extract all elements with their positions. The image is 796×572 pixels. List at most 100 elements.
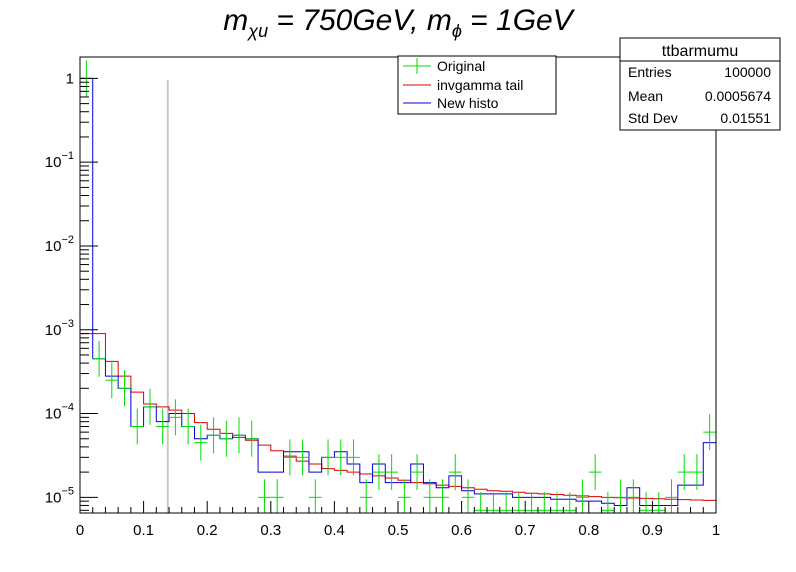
data-point	[232, 417, 246, 454]
x-tick-label: 0.8	[578, 522, 599, 539]
stats-label-stddev: Std Dev	[628, 110, 678, 126]
data-point	[626, 479, 640, 513]
y-tick-exponent: −1	[61, 150, 74, 162]
data-point	[588, 454, 602, 491]
data-point	[283, 439, 297, 476]
data-point	[296, 439, 309, 476]
x-tick-label: 0	[76, 522, 84, 539]
plot-area	[79, 60, 717, 513]
data-point	[474, 492, 488, 513]
data-point	[143, 388, 157, 425]
legend-entry-newhisto: New histo	[403, 95, 499, 111]
data-point	[169, 399, 182, 436]
y-tick-base: 10	[45, 238, 62, 255]
y-tick-base: 10	[45, 489, 62, 506]
data-point	[537, 492, 551, 513]
data-point	[525, 492, 538, 513]
y-tick-base: 10	[45, 322, 62, 339]
title-unit-2: GeV	[512, 4, 573, 37]
data-point	[677, 454, 691, 491]
data-point	[614, 479, 627, 513]
chart-title: mχu = 750GeV, mϕ = 1GeV	[0, 4, 796, 42]
y-tick-base: 10	[45, 406, 62, 423]
title-unit-1: GeV	[352, 4, 411, 37]
series-new-histo-line	[79, 77, 717, 513]
stats-value-stddev: 0.01551	[720, 110, 771, 126]
data-point	[563, 492, 577, 513]
data-point	[461, 479, 475, 513]
title-eq-1: = 750	[268, 4, 353, 37]
data-point	[639, 492, 653, 513]
x-tick-label: 0.3	[260, 522, 281, 539]
legend-label-newhisto: New histo	[437, 95, 499, 111]
data-point	[410, 454, 424, 491]
legend-label-original: Original	[437, 58, 485, 74]
legend-label-invgamma: invgamma tail	[437, 77, 523, 93]
title-sub-1: χu	[248, 21, 269, 41]
axes: 0 0.1 0.2 0.3 0.4 0.5 0.6 0.7 0.8 0.9 110−510−410−…	[45, 56, 720, 539]
data-point	[194, 424, 208, 461]
x-tick-label: 0.7	[515, 522, 536, 539]
data-point	[576, 479, 589, 513]
legend: Original invgamma tail New histo	[397, 55, 557, 115]
title-m-2: m	[426, 4, 452, 37]
data-point	[487, 492, 500, 513]
data-point	[334, 439, 348, 476]
data-point	[665, 479, 678, 513]
data-point	[105, 362, 119, 399]
series-original-points	[80, 60, 716, 513]
y-tick-exponent: −3	[61, 318, 74, 330]
x-tick-label: 1	[712, 522, 720, 539]
data-point	[219, 420, 233, 457]
y-tick-base: 10	[45, 154, 62, 171]
data-point	[372, 454, 386, 491]
title-eq-2: = 1	[461, 4, 513, 37]
data-point	[347, 439, 360, 476]
data-point	[308, 479, 322, 513]
y-tick-label: 10−4	[45, 402, 74, 423]
y-tick-label: 10−5	[45, 485, 74, 506]
data-point	[130, 408, 144, 445]
stats-label-mean: Mean	[628, 88, 663, 104]
data-point	[92, 340, 106, 377]
data-point	[270, 479, 284, 513]
x-tick-label: 0.1	[133, 522, 154, 539]
x-tick-label: 0.6	[451, 522, 472, 539]
stats-frame	[619, 37, 781, 131]
data-point	[181, 408, 195, 445]
title-m-1: m	[223, 4, 249, 37]
x-tick-label: 0.9	[642, 522, 663, 539]
x-tick-label: 0.5	[388, 522, 409, 539]
stats-value-mean: 0.0005674	[705, 88, 771, 104]
y-tick-exponent: −4	[61, 402, 74, 414]
data-point	[512, 492, 526, 513]
y-tick-label: 10−2	[45, 234, 74, 255]
stats-value-entries: 100000	[724, 64, 771, 80]
data-point	[245, 420, 259, 457]
legend-entry-original: Original	[403, 58, 485, 74]
x-tick-label: 0.2	[197, 522, 218, 539]
y-tick-exponent: −2	[61, 234, 74, 246]
data-point	[703, 414, 716, 451]
stats-title: ttbarmumu	[662, 43, 738, 60]
data-point	[423, 479, 437, 513]
data-point	[550, 492, 564, 513]
data-point	[156, 408, 170, 445]
y-tick-exponent: −5	[61, 485, 74, 497]
title-sub-2: ϕ	[451, 21, 462, 41]
data-point	[207, 417, 220, 454]
data-point	[436, 479, 449, 513]
data-point	[398, 479, 411, 513]
data-point	[690, 454, 704, 491]
y-tick-label: 10−3	[45, 318, 74, 339]
y-tick-label: 10−1	[45, 150, 74, 171]
x-tick-label: 0.4	[324, 522, 345, 539]
data-point	[359, 479, 373, 513]
data-point	[448, 454, 462, 491]
data-point	[652, 492, 666, 513]
legend-entry-invgamma: invgamma tail	[403, 77, 523, 93]
data-point	[118, 370, 131, 407]
data-point	[258, 479, 271, 513]
y-tick-label: 1	[66, 70, 74, 87]
